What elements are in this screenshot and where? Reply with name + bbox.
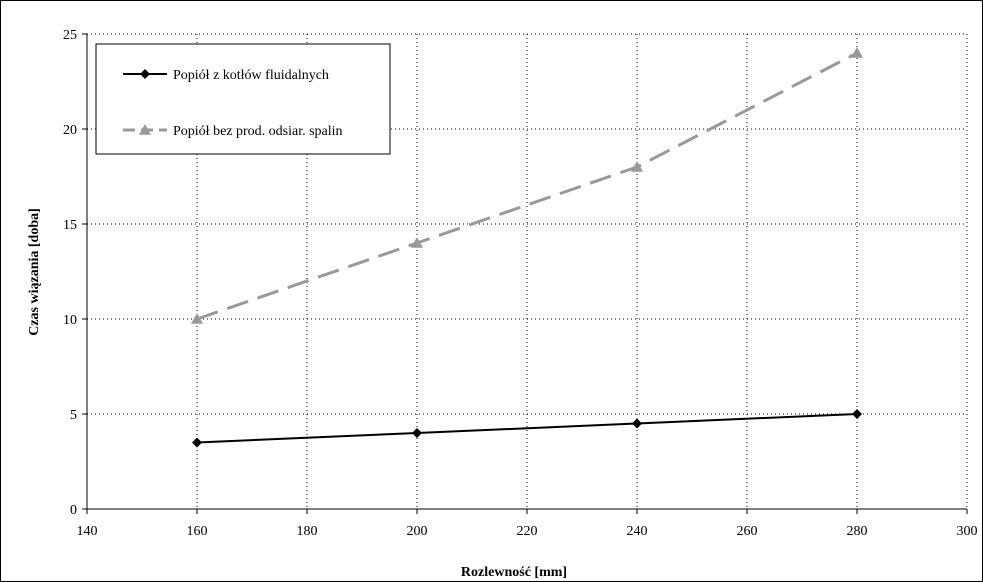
- legend-box: [95, 43, 391, 155]
- x-tick-label: 300: [957, 524, 978, 539]
- series-2: [191, 47, 863, 324]
- legend-label: Popiół bez prod. odsiar. spalin: [173, 124, 343, 139]
- data-point: [191, 313, 203, 324]
- data-point: [632, 418, 642, 429]
- x-tick-label: 160: [187, 524, 208, 539]
- legend-marker: [139, 124, 151, 135]
- grid: [87, 33, 968, 509]
- x-tick-label: 280: [847, 524, 868, 539]
- series-line: [196, 51, 858, 321]
- series-1: [192, 409, 862, 448]
- y-axis-title: Czas wiązania [doba]: [27, 208, 42, 336]
- x-tick-label: 200: [407, 524, 428, 539]
- data-point: [852, 409, 862, 419]
- data-point: [631, 161, 643, 172]
- legend: Popiół z kotłów fluidalnych Popiół bez pr…: [95, 43, 391, 155]
- legend-entry-2: Popiół bez prod. odsiar. spalin: [123, 124, 343, 139]
- y-tick-label: 10: [63, 313, 77, 328]
- axes: [82, 33, 968, 514]
- x-axis-title: Rozlewność [mm]: [461, 565, 567, 580]
- y-tick-label: 0: [70, 503, 77, 518]
- legend-label: Popiół z kotłów fluidalnych: [173, 68, 329, 83]
- data-point: [412, 428, 422, 438]
- x-tick-label: 180: [297, 524, 318, 539]
- y-tick-label: 25: [63, 28, 77, 43]
- data-point: [192, 437, 202, 448]
- y-tick-label: 15: [63, 218, 77, 233]
- tick-labels: 0 5 10 15 20 25 140 160 180 200 220 240 260 280 300: [63, 28, 978, 539]
- y-tick-label: 20: [63, 123, 77, 138]
- x-tick-label: 240: [627, 524, 648, 539]
- data-point: [411, 237, 423, 248]
- y-tick-label: 5: [70, 408, 77, 423]
- x-tick-label: 140: [77, 524, 98, 539]
- legend-entry-1: Popiół z kotłów fluidalnych: [123, 68, 329, 83]
- x-tick-label: 260: [737, 524, 758, 539]
- data-point: [851, 47, 863, 58]
- series: [191, 47, 863, 448]
- legend-marker: [140, 69, 150, 79]
- x-tick-label: 220: [517, 524, 538, 539]
- series-line: [196, 413, 858, 444]
